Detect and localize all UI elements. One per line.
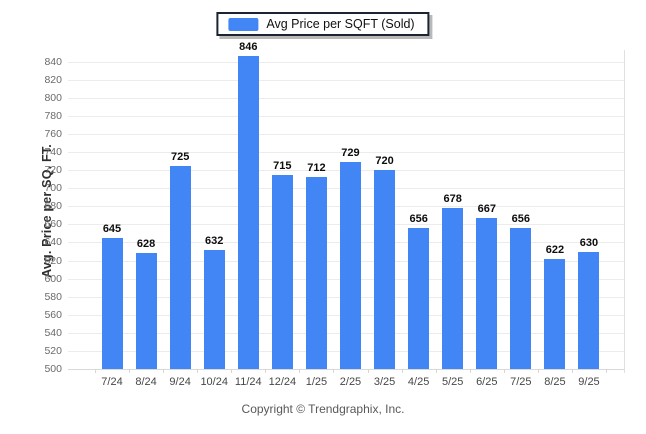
x-axis-tick xyxy=(503,369,505,373)
x-axis-tick xyxy=(163,369,165,373)
bar-value-label: 656 xyxy=(511,213,531,226)
y-tick-label: 720 xyxy=(44,164,62,177)
x-tick-label: 10/24 xyxy=(200,376,228,388)
y-tick-label: 580 xyxy=(44,290,62,303)
y-tick-label: 660 xyxy=(44,218,62,231)
x-axis-tick xyxy=(606,369,608,373)
x-tick-label: 7/25 xyxy=(510,376,532,388)
copyright-text: Copyright © Trendgraphix, Inc. xyxy=(241,402,405,416)
bar-9/25[interactable] xyxy=(578,251,600,369)
y-tick-label: 680 xyxy=(44,200,62,213)
plot-area: 645 628 725 632 846 715 712 729 720 656 678 667 656 6… xyxy=(68,41,625,373)
bar-5/25[interactable] xyxy=(442,208,464,369)
bar-2/25[interactable] xyxy=(339,162,361,369)
x-tick-label: 1/25 xyxy=(305,376,328,388)
x-axis-tick xyxy=(94,369,96,373)
gridline xyxy=(68,61,625,63)
x-axis-tick xyxy=(197,369,199,373)
bar-4/25[interactable] xyxy=(408,228,430,369)
y-tick-label: 560 xyxy=(44,308,62,321)
y-tick-label: 600 xyxy=(44,272,62,285)
bar-value-label: 720 xyxy=(375,155,394,168)
gridline xyxy=(68,79,625,81)
y-tick-label: 780 xyxy=(44,109,62,122)
bar-value-label: 667 xyxy=(477,203,496,216)
y-tick-label: 760 xyxy=(44,128,62,141)
bar-11/24[interactable] xyxy=(237,56,259,369)
gridline xyxy=(68,134,625,136)
bar-8/24[interactable] xyxy=(135,253,157,369)
bar-7/24[interactable] xyxy=(101,237,123,369)
x-tick-label: 8/25 xyxy=(544,376,566,388)
bar-3/25[interactable] xyxy=(374,170,396,369)
bar-6/25[interactable] xyxy=(476,218,498,369)
x-tick-label: 7/24 xyxy=(101,376,123,388)
x-tick-label: 9/25 xyxy=(578,376,600,388)
x-axis-tick xyxy=(367,369,369,373)
x-axis-tick xyxy=(571,369,573,373)
legend-label: Avg Price per SQFT (Sold) xyxy=(266,17,415,31)
y-tick-label: 740 xyxy=(44,146,62,159)
gridline xyxy=(68,369,625,370)
x-tick-label: 12/24 xyxy=(268,376,297,388)
y-tick-label: 640 xyxy=(44,236,62,249)
bar-8/25[interactable] xyxy=(544,258,566,369)
bar-9/24[interactable] xyxy=(169,165,191,369)
legend-swatch-icon xyxy=(228,17,259,31)
bar-value-label: 628 xyxy=(136,238,156,251)
x-axis-tick xyxy=(537,369,539,373)
y-tick-label: 540 xyxy=(44,326,62,339)
bar-value-label: 678 xyxy=(443,193,462,206)
bar-value-label: 715 xyxy=(273,159,292,172)
x-tick-label: 9/24 xyxy=(169,376,191,388)
gridline xyxy=(68,97,625,99)
y-tick-label: 700 xyxy=(44,182,62,195)
x-tick-label: 11/24 xyxy=(234,376,262,388)
x-tick-label: 5/25 xyxy=(441,376,464,388)
bar-7/25[interactable] xyxy=(510,228,532,369)
gridline xyxy=(68,115,625,117)
bar-value-label: 846 xyxy=(239,41,258,54)
x-axis-tick xyxy=(299,369,301,373)
bar-1/25[interactable] xyxy=(305,177,327,369)
bar-value-label: 630 xyxy=(579,236,599,249)
plot-right-edge xyxy=(624,50,625,373)
x-tick-label: 3/25 xyxy=(373,376,396,388)
y-tick-label: 840 xyxy=(44,55,62,68)
x-axis-tick xyxy=(231,369,233,373)
bar-value-label: 729 xyxy=(341,147,360,160)
bar-value-label: 645 xyxy=(102,222,122,235)
bar-12/24[interactable] xyxy=(271,174,293,369)
x-tick-label: 2/25 xyxy=(339,376,362,388)
x-tick-label: 6/25 xyxy=(476,376,498,388)
y-tick-label: 520 xyxy=(44,344,62,357)
bar-10/24[interactable] xyxy=(203,249,225,369)
x-axis: 7/24 8/24 9/24 10/24 11/24 12/24 1/25 2/25 3/25 4… xyxy=(68,376,625,390)
y-axis: 500 520 540 560 580 600 620 640 660 680 700 720 740 7… xyxy=(0,50,62,375)
legend: Avg Price per SQFT (Sold) xyxy=(216,12,430,36)
x-tick-label: 4/25 xyxy=(407,376,430,388)
x-axis-tick xyxy=(435,369,437,373)
y-tick-label: 820 xyxy=(44,73,62,86)
bar-value-label: 725 xyxy=(170,150,190,163)
x-tick-label: 8/24 xyxy=(135,376,157,388)
x-axis-tick xyxy=(333,369,335,373)
bar-value-label: 622 xyxy=(545,243,565,256)
x-axis-tick xyxy=(469,369,471,373)
y-tick-label: 800 xyxy=(44,91,62,104)
y-tick-label: 620 xyxy=(44,254,62,267)
y-tick-label: 500 xyxy=(44,363,62,375)
x-axis-tick xyxy=(129,369,131,373)
x-axis-tick xyxy=(401,369,403,373)
x-axis-tick xyxy=(265,369,267,373)
bar-value-label: 632 xyxy=(205,234,224,247)
gridline xyxy=(68,152,625,154)
bar-value-label: 656 xyxy=(409,213,428,226)
bar-value-label: 712 xyxy=(307,162,326,175)
